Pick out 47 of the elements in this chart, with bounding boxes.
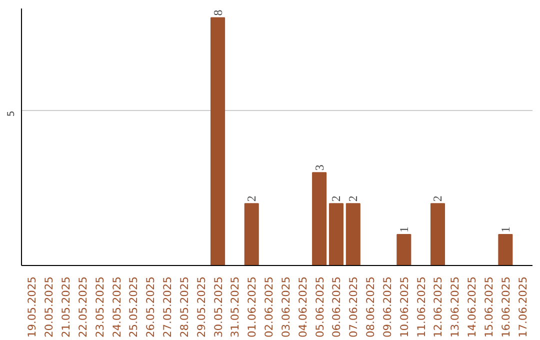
- bar: [430, 203, 446, 266]
- x-tick-label: 04.06.2025: [296, 276, 310, 338]
- x-tick-label: 16.06.2025: [499, 276, 512, 338]
- bar: [328, 203, 344, 266]
- x-tick-label: 11.06.2025: [414, 276, 428, 338]
- bar: [312, 172, 327, 266]
- bar: [498, 234, 513, 266]
- bar: [396, 234, 412, 266]
- bar: [244, 203, 259, 266]
- x-tick-label: 01.06.2025: [246, 276, 259, 338]
- x-tick-label: 05.06.2025: [313, 276, 326, 338]
- x-tick-label: 06.06.2025: [330, 276, 344, 338]
- x-tick-label: 08.06.2025: [364, 276, 378, 338]
- x-tick-label: 09.06.2025: [380, 276, 394, 338]
- data-label: 3: [312, 164, 326, 171]
- x-tick-label: 03.06.2025: [279, 276, 292, 338]
- x-tick-label: 10.06.2025: [398, 276, 411, 338]
- x-tick-label: 22.05.2025: [76, 276, 90, 338]
- x-tick-label: 24.05.2025: [110, 276, 124, 338]
- x-tick-label: 21.05.2025: [59, 276, 72, 338]
- x-tick-label: 26.05.2025: [144, 276, 158, 338]
- x-tick-label: 12.06.2025: [432, 276, 445, 338]
- x-tick-label: 30.05.2025: [212, 276, 225, 338]
- y-tick-label: 5: [6, 110, 17, 117]
- bar: [210, 17, 226, 266]
- x-tick-label: 23.05.2025: [93, 276, 106, 338]
- x-tick-label: 15.06.2025: [482, 276, 496, 338]
- x-tick-label: 25.05.2025: [127, 276, 140, 338]
- x-tick-label: 20.05.2025: [42, 276, 56, 338]
- x-tick-label: 28.05.2025: [178, 276, 191, 338]
- data-label: 2: [346, 196, 360, 202]
- x-tick-label: 14.06.2025: [466, 276, 479, 338]
- x-tick-label: 19.05.2025: [26, 276, 39, 338]
- data-label: 8: [210, 10, 225, 16]
- data-label: 2: [430, 196, 445, 202]
- x-tick-label: 17.06.2025: [516, 276, 530, 338]
- data-label: 2: [244, 196, 259, 202]
- bar: [346, 203, 360, 266]
- x-tick-label: 27.05.2025: [161, 276, 174, 338]
- x-tick-label: 13.06.2025: [448, 276, 462, 338]
- x-tick-label: 07.06.2025: [347, 276, 360, 338]
- data-label: 2: [329, 196, 344, 202]
- x-tick-label: 29.05.2025: [194, 276, 208, 338]
- x-tick-label: 31.05.2025: [228, 276, 242, 338]
- x-tick-label: 02.06.2025: [262, 276, 276, 338]
- data-label: 1: [396, 226, 411, 233]
- data-label: 1: [498, 226, 512, 233]
